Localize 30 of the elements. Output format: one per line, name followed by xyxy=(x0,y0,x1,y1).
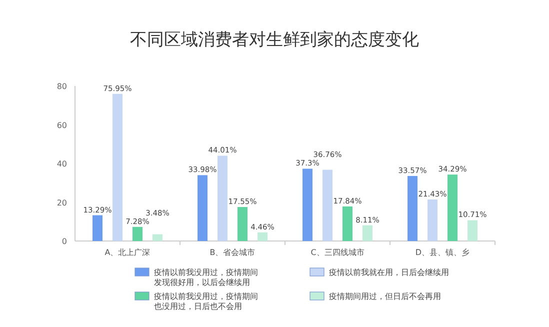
bar xyxy=(218,156,228,241)
x-tick-label: D、县、镇、乡 xyxy=(415,248,470,257)
legend-label: 疫情以前我没用过，疫情期间发现很好用，以后会继续用 xyxy=(154,268,258,287)
legend-label: 疫情以前我没用过，疫情期间也没用过，日后也不会用 xyxy=(154,292,258,311)
x-tick-label: B、省会城市 xyxy=(210,248,256,257)
bar xyxy=(258,232,268,241)
bar xyxy=(238,206,248,241)
legend-label: 疫情期间用过，但日后不会再用 xyxy=(329,292,441,301)
bar xyxy=(322,170,332,241)
y-tick-label: 60 xyxy=(56,120,67,130)
y-tick-label: 40 xyxy=(56,160,67,168)
bar xyxy=(342,206,352,241)
bar xyxy=(198,175,208,241)
bar xyxy=(362,225,372,241)
bar xyxy=(152,234,162,241)
y-tick-label: 80 xyxy=(56,82,67,91)
bar xyxy=(408,176,418,241)
legend-label: 疫情以前我就在用，日后会继续用 xyxy=(329,268,449,277)
y-tick-label: 0 xyxy=(62,237,67,246)
y-tick-label: 20 xyxy=(56,198,67,208)
bar xyxy=(448,174,458,241)
x-tick-label: A、北上广深 xyxy=(104,248,150,257)
x-tick-label: C、三四线城市 xyxy=(310,248,364,257)
bar xyxy=(468,220,478,241)
bar xyxy=(132,226,142,241)
bar xyxy=(302,168,312,241)
bar xyxy=(112,94,122,241)
bar xyxy=(92,215,102,241)
chart-title: 不同区域消费者对生鲜到家的态度变化 xyxy=(130,30,419,50)
bar xyxy=(428,199,438,241)
